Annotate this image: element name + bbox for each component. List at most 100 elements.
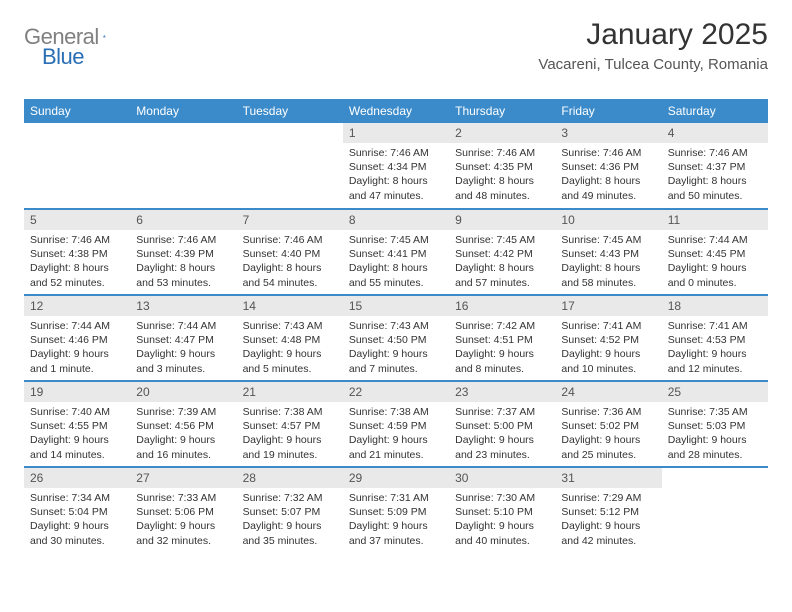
calendar-day-cell: 24Sunrise: 7:36 AMSunset: 5:02 PMDayligh… — [555, 381, 661, 467]
calendar-day-cell: 11Sunrise: 7:44 AMSunset: 4:45 PMDayligh… — [662, 209, 768, 295]
daylight-line: Daylight: 9 hours and 16 minutes. — [136, 433, 230, 461]
daylight-line: Daylight: 9 hours and 8 minutes. — [455, 347, 549, 375]
day-body: Sunrise: 7:46 AMSunset: 4:36 PMDaylight:… — [555, 143, 661, 207]
day-number: 29 — [343, 468, 449, 488]
sunset-line: Sunset: 4:55 PM — [30, 419, 124, 433]
daylight-line: Daylight: 9 hours and 7 minutes. — [349, 347, 443, 375]
sunset-line: Sunset: 4:42 PM — [455, 247, 549, 261]
location-subtitle: Vacareni, Tulcea County, Romania — [538, 56, 768, 73]
sunset-line: Sunset: 4:38 PM — [30, 247, 124, 261]
day-body: Sunrise: 7:43 AMSunset: 4:48 PMDaylight:… — [237, 316, 343, 380]
day-body — [662, 488, 768, 495]
sunset-line: Sunset: 4:50 PM — [349, 333, 443, 347]
day-number: 28 — [237, 468, 343, 488]
day-number — [130, 123, 236, 143]
sunset-line: Sunset: 4:57 PM — [243, 419, 337, 433]
daylight-line: Daylight: 9 hours and 10 minutes. — [561, 347, 655, 375]
day-body: Sunrise: 7:46 AMSunset: 4:35 PMDaylight:… — [449, 143, 555, 207]
daylight-line: Daylight: 9 hours and 19 minutes. — [243, 433, 337, 461]
sunrise-line: Sunrise: 7:39 AM — [136, 405, 230, 419]
day-number: 10 — [555, 210, 661, 230]
sunset-line: Sunset: 4:52 PM — [561, 333, 655, 347]
calendar-day-cell: 26Sunrise: 7:34 AMSunset: 5:04 PMDayligh… — [24, 467, 130, 553]
calendar-day-cell: 4Sunrise: 7:46 AMSunset: 4:37 PMDaylight… — [662, 123, 768, 209]
sunrise-line: Sunrise: 7:41 AM — [561, 319, 655, 333]
day-body: Sunrise: 7:38 AMSunset: 4:57 PMDaylight:… — [237, 402, 343, 466]
day-body: Sunrise: 7:45 AMSunset: 4:41 PMDaylight:… — [343, 230, 449, 294]
sunrise-line: Sunrise: 7:46 AM — [136, 233, 230, 247]
weekday-header: Saturday — [662, 99, 768, 123]
sunrise-line: Sunrise: 7:40 AM — [30, 405, 124, 419]
calendar-day-cell — [662, 467, 768, 553]
day-body: Sunrise: 7:46 AMSunset: 4:34 PMDaylight:… — [343, 143, 449, 207]
daylight-line: Daylight: 8 hours and 57 minutes. — [455, 261, 549, 289]
day-body: Sunrise: 7:45 AMSunset: 4:43 PMDaylight:… — [555, 230, 661, 294]
day-number: 26 — [24, 468, 130, 488]
day-number: 16 — [449, 296, 555, 316]
brand-part2: Blue — [42, 44, 84, 69]
weekday-header: Monday — [130, 99, 236, 123]
day-body: Sunrise: 7:33 AMSunset: 5:06 PMDaylight:… — [130, 488, 236, 552]
daylight-line: Daylight: 9 hours and 35 minutes. — [243, 519, 337, 547]
sunrise-line: Sunrise: 7:30 AM — [455, 491, 549, 505]
sunset-line: Sunset: 5:00 PM — [455, 419, 549, 433]
calendar-week-row: 12Sunrise: 7:44 AMSunset: 4:46 PMDayligh… — [24, 295, 768, 381]
day-number: 5 — [24, 210, 130, 230]
daylight-line: Daylight: 8 hours and 47 minutes. — [349, 174, 443, 202]
calendar-day-cell: 8Sunrise: 7:45 AMSunset: 4:41 PMDaylight… — [343, 209, 449, 295]
day-number: 23 — [449, 382, 555, 402]
calendar-body: 1Sunrise: 7:46 AMSunset: 4:34 PMDaylight… — [24, 123, 768, 553]
calendar-day-cell: 5 Sunrise: 7:46 AMSunset: 4:38 PMDaylight… — [24, 209, 130, 295]
calendar-day-cell: 2Sunrise: 7:46 AMSunset: 4:35 PMDaylight… — [449, 123, 555, 209]
calendar-day-cell: 14Sunrise: 7:43 AMSunset: 4:48 PMDayligh… — [237, 295, 343, 381]
sunrise-line: Sunrise: 7:33 AM — [136, 491, 230, 505]
daylight-line: Daylight: 8 hours and 58 minutes. — [561, 261, 655, 289]
day-number: 7 — [237, 210, 343, 230]
day-number: 25 — [662, 382, 768, 402]
day-body: Sunrise: 7:42 AMSunset: 4:51 PMDaylight:… — [449, 316, 555, 380]
daylight-line: Daylight: 9 hours and 23 minutes. — [455, 433, 549, 461]
weekday-header: Wednesday — [343, 99, 449, 123]
day-body: Sunrise: 7:41 AMSunset: 4:53 PMDaylight:… — [662, 316, 768, 380]
sunrise-line: Sunrise: 7:46 AM — [30, 233, 124, 247]
daylight-line: Daylight: 8 hours and 49 minutes. — [561, 174, 655, 202]
sunrise-line: Sunrise: 7:45 AM — [455, 233, 549, 247]
sunrise-line: Sunrise: 7:41 AM — [668, 319, 762, 333]
daylight-line: Daylight: 9 hours and 28 minutes. — [668, 433, 762, 461]
sunset-line: Sunset: 4:47 PM — [136, 333, 230, 347]
calendar-day-cell: 10Sunrise: 7:45 AMSunset: 4:43 PMDayligh… — [555, 209, 661, 295]
day-number: 12 — [24, 296, 130, 316]
day-number: 6 — [130, 210, 236, 230]
sunrise-line: Sunrise: 7:45 AM — [349, 233, 443, 247]
calendar-day-cell: 16Sunrise: 7:42 AMSunset: 4:51 PMDayligh… — [449, 295, 555, 381]
day-body: Sunrise: 7:36 AMSunset: 5:02 PMDaylight:… — [555, 402, 661, 466]
calendar-day-cell: 22Sunrise: 7:38 AMSunset: 4:59 PMDayligh… — [343, 381, 449, 467]
sunrise-line: Sunrise: 7:44 AM — [668, 233, 762, 247]
calendar-day-cell: 13Sunrise: 7:44 AMSunset: 4:47 PMDayligh… — [130, 295, 236, 381]
daylight-line: Daylight: 8 hours and 55 minutes. — [349, 261, 443, 289]
day-number: 22 — [343, 382, 449, 402]
calendar-day-cell: 21Sunrise: 7:38 AMSunset: 4:57 PMDayligh… — [237, 381, 343, 467]
day-number — [662, 468, 768, 488]
sunrise-line: Sunrise: 7:32 AM — [243, 491, 337, 505]
daylight-line: Daylight: 8 hours and 52 minutes. — [30, 261, 124, 289]
day-body: Sunrise: 7:44 AMSunset: 4:47 PMDaylight:… — [130, 316, 236, 380]
sunrise-line: Sunrise: 7:37 AM — [455, 405, 549, 419]
day-number: 11 — [662, 210, 768, 230]
day-number: 14 — [237, 296, 343, 316]
brand-part2-wrap: Blue — [42, 44, 84, 70]
sunrise-line: Sunrise: 7:46 AM — [349, 146, 443, 160]
month-title: January 2025 — [538, 18, 768, 52]
day-body: Sunrise: 7:41 AMSunset: 4:52 PMDaylight:… — [555, 316, 661, 380]
daylight-line: Daylight: 9 hours and 1 minute. — [30, 347, 124, 375]
weekday-header: Tuesday — [237, 99, 343, 123]
day-number: 21 — [237, 382, 343, 402]
day-number: 3 — [555, 123, 661, 143]
day-body: Sunrise: 7:46 AMSunset: 4:40 PMDaylight:… — [237, 230, 343, 294]
calendar-day-cell: 9Sunrise: 7:45 AMSunset: 4:42 PMDaylight… — [449, 209, 555, 295]
weekday-header: Friday — [555, 99, 661, 123]
sunrise-line: Sunrise: 7:35 AM — [668, 405, 762, 419]
calendar-day-cell: 18Sunrise: 7:41 AMSunset: 4:53 PMDayligh… — [662, 295, 768, 381]
day-body: Sunrise: 7:44 AMSunset: 4:46 PMDaylight:… — [24, 316, 130, 380]
sunrise-line: Sunrise: 7:43 AM — [243, 319, 337, 333]
